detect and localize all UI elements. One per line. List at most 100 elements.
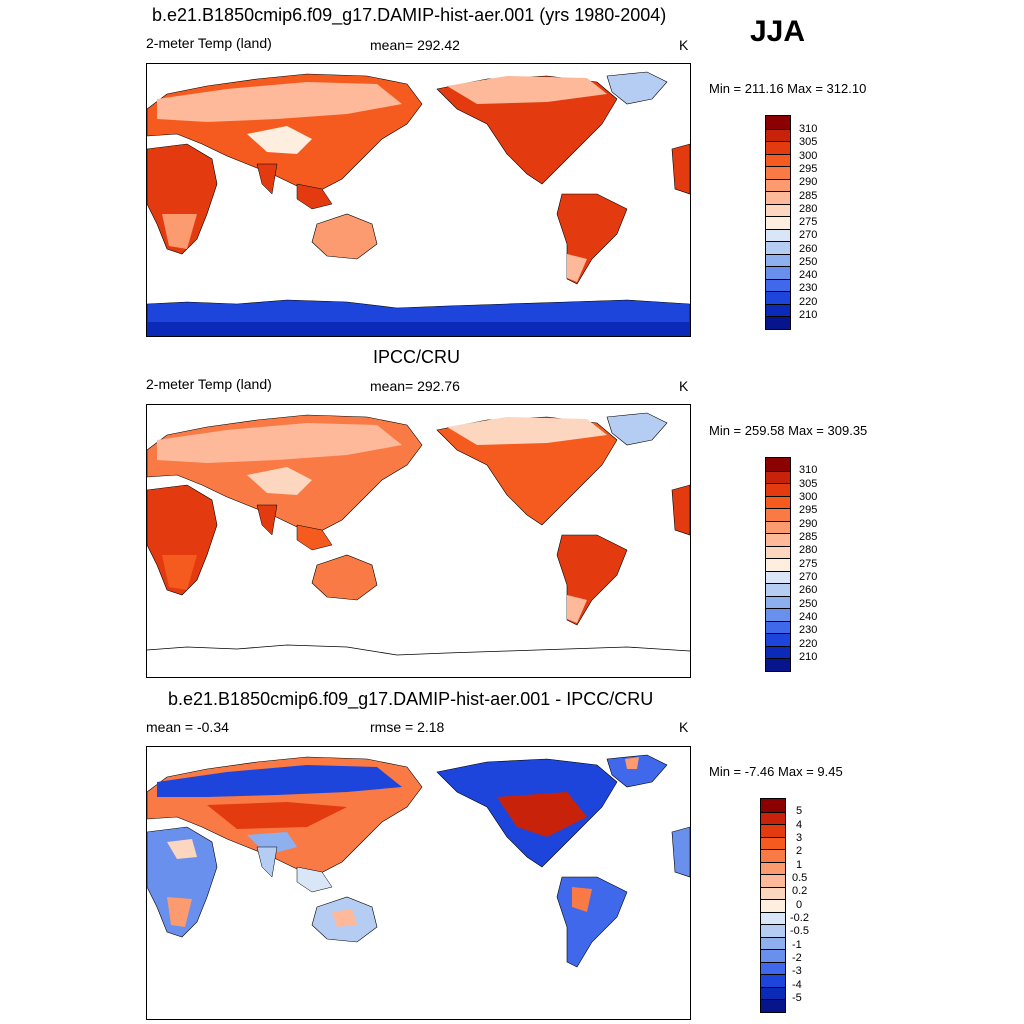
colorbar-swatch: [766, 178, 790, 192]
panel3-units: K: [679, 719, 689, 735]
colorbar-swatch: [766, 658, 790, 671]
panel3-map-svg: [147, 754, 690, 968]
panel3-cbar-label: 0.2: [792, 885, 808, 897]
panel1-mean-label: mean= 292.42: [370, 37, 460, 53]
panel2-cbar-label: 290: [799, 518, 818, 530]
colorbar-swatch: [761, 811, 785, 825]
panel1-cbar-label: 270: [799, 229, 818, 241]
panel2-cbar-label: 310: [799, 464, 818, 476]
panel2-minmax: Min = 259.58 Max = 309.35: [709, 423, 868, 438]
colorbar-swatch: [766, 241, 790, 254]
colorbar-swatch: [761, 974, 785, 987]
colorbar-swatch: [766, 191, 790, 204]
colorbar-swatch: [761, 886, 785, 900]
panel2-cbar-label: 230: [799, 624, 818, 636]
panel1-cbar-label: 250: [799, 256, 818, 268]
panel3-cbar-label: -4: [792, 979, 802, 991]
panel2-variable-label: 2-meter Temp (land): [146, 376, 272, 392]
colorbar-swatch: [766, 558, 790, 571]
panel2-cbar-label: 220: [799, 638, 818, 650]
panel3-map: [146, 746, 691, 1020]
panel3-rmse-label: rmse = 2.18: [370, 719, 445, 735]
panel1-variable-label: 2-meter Temp (land): [146, 35, 272, 51]
colorbar-swatch: [761, 799, 785, 812]
panel1-minmax: Min = 211.16 Max = 312.10: [709, 81, 867, 96]
colorbar-swatch: [766, 266, 790, 279]
panel3-cbar-label: 4: [796, 819, 803, 831]
panel2-title: IPCC/CRU: [373, 347, 461, 367]
colorbar-swatch: [761, 924, 785, 937]
colorbar-swatch: [761, 986, 785, 1000]
panel3-cbar-label: 5: [796, 805, 803, 817]
panel2-cbar-label: 300: [799, 491, 818, 503]
panel1-cbar-label: 260: [799, 243, 818, 255]
colorbar-swatch: [766, 520, 790, 534]
panel3-minmax: Min = -7.46 Max = 9.45: [709, 764, 843, 779]
panel1-cbar-label: 295: [799, 163, 818, 175]
panel1-cbar-label: 210: [799, 309, 818, 321]
colorbar-swatch: [761, 849, 785, 862]
panel1-cbar-label: 300: [799, 150, 818, 162]
colorbar-swatch: [766, 570, 790, 584]
panel3-cbar-label: 2: [796, 845, 803, 857]
colorbar-swatch: [766, 583, 790, 596]
panel1-cbar-label: 310: [799, 123, 818, 135]
panel3-cbar-label: 3: [796, 832, 803, 844]
panel1-map-svg: [147, 71, 690, 336]
panel1-cbar-label: 305: [799, 136, 818, 148]
colorbar-swatch: [766, 458, 790, 471]
panel2-cbar-label: 260: [799, 584, 818, 596]
panel3-title: b.e21.B1850cmip6.f09_g17.DAMIP-hist-aer.…: [168, 689, 654, 709]
colorbar-swatch: [761, 836, 785, 850]
panel3-cbar-label: -0.2: [790, 912, 809, 924]
colorbar-swatch: [761, 861, 785, 875]
colorbar-swatch: [766, 291, 790, 304]
panel1-map: [146, 63, 691, 337]
colorbar-swatch: [761, 824, 785, 837]
colorbar-swatch: [766, 495, 790, 509]
panel3-mean-label: mean = -0.34: [146, 719, 229, 735]
panel2-cbar-label: 210: [799, 651, 818, 663]
panel2-units: K: [679, 378, 689, 394]
colorbar-swatch: [761, 899, 785, 912]
colorbar-swatch: [766, 620, 790, 634]
colorbar-swatch: [761, 999, 785, 1012]
panel1-colorbar: [765, 115, 791, 330]
colorbar-swatch: [761, 874, 785, 887]
colorbar-swatch: [766, 203, 790, 217]
panel1-cbar-label: 230: [799, 282, 818, 294]
colorbar-swatch: [766, 153, 790, 167]
colorbar-swatch: [766, 508, 790, 521]
colorbar-swatch: [766, 303, 790, 317]
colorbar-swatch: [766, 116, 790, 129]
panel2-mean-label: mean= 292.76: [370, 378, 460, 394]
panel2-cbar-label: 270: [799, 571, 818, 583]
panel3-cbar-label: 1: [796, 859, 803, 871]
colorbar-swatch: [766, 216, 790, 229]
colorbar-swatch: [766, 545, 790, 559]
panel3-cbar-label: 0: [796, 899, 803, 911]
colorbar-swatch: [766, 633, 790, 646]
colorbar-swatch: [766, 483, 790, 496]
colorbar-swatch: [766, 470, 790, 484]
panel2-map: [146, 404, 691, 678]
panel3-colorbar: [760, 798, 786, 1013]
panel2-cbar-label: 305: [799, 478, 818, 490]
panel2-cbar-label: 280: [799, 544, 818, 556]
panel1-cbar-label: 240: [799, 269, 818, 281]
season-label: JJA: [750, 15, 806, 48]
panel2-cbar-label: 275: [799, 558, 818, 570]
panel3-cbar-label: -3: [792, 965, 802, 977]
panel2-cbar-label: 295: [799, 504, 818, 516]
colorbar-swatch: [766, 166, 790, 179]
panel2-cbar-label: 240: [799, 611, 818, 623]
panel2-colorbar: [765, 457, 791, 672]
colorbar-swatch: [766, 128, 790, 142]
colorbar-swatch: [766, 253, 790, 267]
colorbar-swatch: [766, 316, 790, 329]
colorbar-swatch: [761, 936, 785, 950]
colorbar-swatch: [766, 533, 790, 546]
panel3-cbar-label: -1: [792, 939, 802, 951]
panel1-cbar-label: 285: [799, 190, 818, 202]
panel3-cbar-label: -0.5: [790, 925, 809, 937]
